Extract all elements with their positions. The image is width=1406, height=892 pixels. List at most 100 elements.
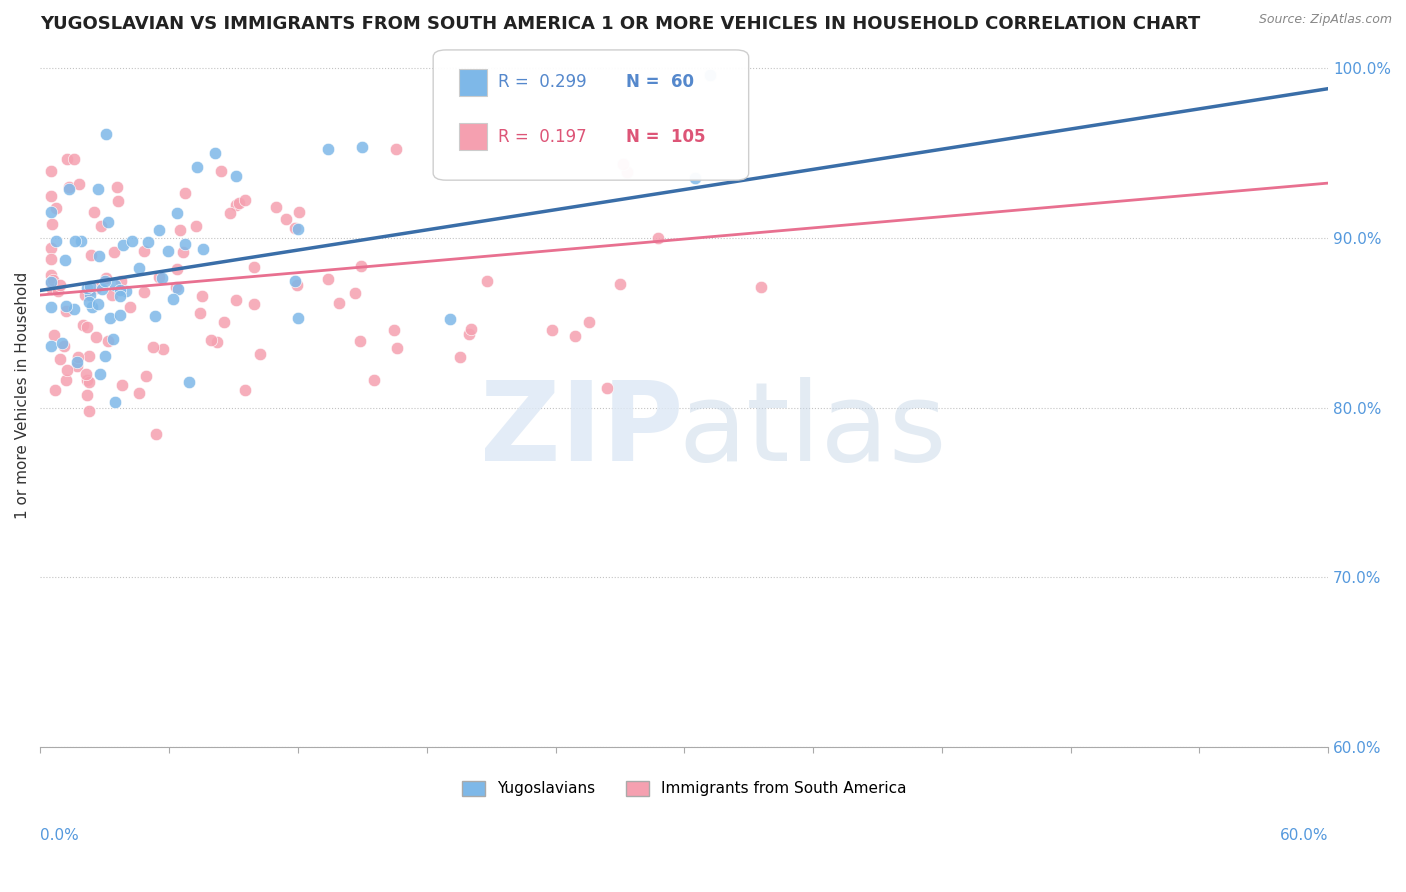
- Point: [110, 274, 132, 288]
- Point: [114, 284, 136, 298]
- Point: [105, 179, 128, 194]
- Point: [385, 341, 408, 355]
- Point: [53, 252, 76, 267]
- Point: [683, 170, 706, 185]
- Point: [62, 152, 84, 166]
- Point: [264, 200, 287, 214]
- Point: [349, 334, 371, 348]
- Point: [190, 289, 212, 303]
- Point: [73, 288, 96, 302]
- Point: [148, 269, 170, 284]
- Point: [79, 283, 101, 297]
- Point: [89, 367, 111, 381]
- Point: [70, 234, 93, 248]
- Point: [39, 339, 62, 353]
- Point: [108, 308, 131, 322]
- Point: [328, 295, 350, 310]
- Point: [49, 277, 72, 292]
- Point: [173, 186, 195, 200]
- Point: [104, 394, 127, 409]
- Point: [145, 427, 167, 442]
- Point: [225, 293, 247, 308]
- Text: R =  0.197: R = 0.197: [498, 128, 586, 145]
- Point: [233, 193, 256, 207]
- Point: [162, 292, 184, 306]
- Point: [477, 274, 499, 288]
- Point: [76, 281, 98, 295]
- FancyBboxPatch shape: [433, 50, 748, 180]
- Point: [134, 285, 156, 299]
- Text: Source: ZipAtlas.com: Source: ZipAtlas.com: [1258, 13, 1392, 27]
- Point: [233, 384, 256, 398]
- Point: [458, 327, 481, 342]
- Point: [174, 236, 197, 251]
- Point: [96, 128, 118, 142]
- Point: [200, 333, 222, 347]
- Point: [96, 270, 118, 285]
- Point: [616, 165, 638, 179]
- Point: [41, 217, 63, 231]
- Point: [80, 248, 103, 262]
- Point: [118, 300, 141, 314]
- Point: [274, 211, 297, 226]
- Point: [148, 222, 170, 236]
- Point: [39, 252, 62, 266]
- Point: [132, 244, 155, 258]
- Point: [243, 297, 266, 311]
- Point: [316, 272, 339, 286]
- Point: [111, 378, 134, 392]
- Point: [56, 363, 79, 377]
- Point: [55, 373, 77, 387]
- Point: [204, 146, 226, 161]
- Point: [249, 347, 271, 361]
- Point: [77, 404, 100, 418]
- Point: [98, 310, 121, 325]
- Point: [58, 179, 80, 194]
- Point: [284, 274, 307, 288]
- Point: [152, 270, 174, 285]
- Point: [58, 182, 80, 196]
- Point: [66, 350, 89, 364]
- Point: [39, 275, 62, 289]
- Point: [79, 279, 101, 293]
- Point: [285, 278, 308, 293]
- Point: [152, 342, 174, 356]
- Point: [101, 288, 124, 302]
- Point: [104, 277, 127, 292]
- Point: [89, 249, 111, 263]
- Point: [612, 157, 634, 171]
- Point: [44, 383, 66, 397]
- Point: [225, 169, 247, 184]
- Point: [39, 164, 62, 178]
- Point: [108, 284, 131, 298]
- Point: [287, 310, 309, 325]
- Point: [76, 388, 98, 402]
- Point: [39, 268, 62, 282]
- Point: [363, 373, 385, 387]
- Point: [97, 215, 120, 229]
- Text: YUGOSLAVIAN VS IMMIGRANTS FROM SOUTH AMERICA 1 OR MORE VEHICLES IN HOUSEHOLD COR: YUGOSLAVIAN VS IMMIGRANTS FROM SOUTH AME…: [41, 15, 1201, 33]
- Point: [449, 350, 471, 364]
- Point: [179, 375, 201, 389]
- Point: [39, 204, 62, 219]
- Point: [647, 231, 669, 245]
- Point: [166, 206, 188, 220]
- Text: 0.0%: 0.0%: [41, 829, 79, 843]
- Point: [42, 328, 65, 343]
- Point: [578, 315, 600, 329]
- Point: [94, 274, 117, 288]
- Point: [76, 373, 98, 387]
- Point: [142, 340, 165, 354]
- Point: [287, 204, 309, 219]
- Point: [186, 160, 208, 174]
- Point: [51, 335, 73, 350]
- Point: [39, 276, 62, 290]
- Point: [209, 164, 232, 178]
- Point: [39, 188, 62, 202]
- Point: [157, 244, 180, 258]
- Text: 60.0%: 60.0%: [1279, 829, 1329, 843]
- Point: [63, 301, 86, 316]
- Point: [90, 219, 112, 233]
- Point: [564, 328, 586, 343]
- Point: [352, 140, 374, 154]
